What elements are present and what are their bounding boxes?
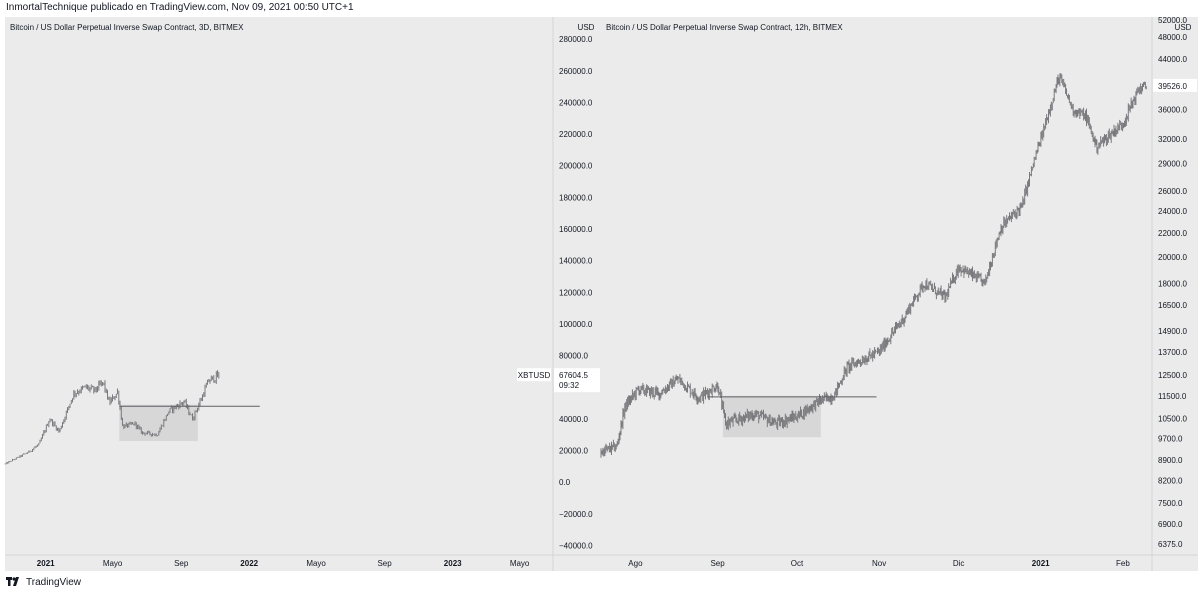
currency-label: USD xyxy=(1175,23,1192,32)
candle-series xyxy=(600,73,1147,458)
y-tick-label: 7500.0 xyxy=(1158,499,1183,508)
y-tick-label: −20000.0 xyxy=(559,510,593,519)
x-tick-label: 2022 xyxy=(240,559,258,568)
y-tick-label: 29000.0 xyxy=(1158,160,1187,169)
last-price-label: 67604.5 xyxy=(559,371,588,380)
last-price-label: 39526.0 xyxy=(1158,82,1187,91)
x-tick-label: Mayo xyxy=(103,559,123,568)
countdown-label: 09:32 xyxy=(559,381,580,390)
y-tick-label: 32000.0 xyxy=(1158,135,1187,144)
y-tick-label: 200000.0 xyxy=(559,162,593,171)
y-tick-label: 13700.0 xyxy=(1158,348,1187,357)
y-tick-label: 26000.0 xyxy=(1158,187,1187,196)
y-tick-label: 180000.0 xyxy=(559,193,593,202)
y-tick-label: 40000.0 xyxy=(559,415,588,424)
y-tick-label: 160000.0 xyxy=(559,225,593,234)
x-tick-label: Sep xyxy=(710,559,725,568)
chart-plot-area[interactable] xyxy=(5,17,553,555)
y-tick-label: 10500.0 xyxy=(1158,415,1187,424)
price-axis[interactable] xyxy=(1152,17,1198,555)
chart-title: Bitcoin / US Dollar Perpetual Inverse Sw… xyxy=(606,23,843,32)
time-axis[interactable] xyxy=(5,555,601,571)
y-tick-label: 11500.0 xyxy=(1158,392,1187,401)
y-tick-label: 220000.0 xyxy=(559,130,593,139)
y-tick-label: 12500.0 xyxy=(1158,371,1187,380)
y-tick-label: 9700.0 xyxy=(1158,435,1183,444)
tradingview-logo-icon xyxy=(6,577,19,586)
y-tick-label: 140000.0 xyxy=(559,257,593,266)
y-tick-label: 20000.0 xyxy=(1158,253,1187,262)
chart-pane-12h[interactable]: Bitcoin / US Dollar Perpetual Inverse Sw… xyxy=(600,16,1198,571)
x-tick-label: Dic xyxy=(953,559,965,568)
time-axis[interactable] xyxy=(601,555,1198,571)
y-tick-label: 52000.0 xyxy=(1158,16,1187,25)
x-tick-label: Oct xyxy=(791,559,804,568)
y-tick-label: 0.0 xyxy=(559,478,571,487)
x-tick-label: Feb xyxy=(1116,559,1130,568)
tradingview-brand: TradingView xyxy=(26,576,82,588)
chart-title: Bitcoin / US Dollar Perpetual Inverse Sw… xyxy=(10,23,244,32)
price-axis[interactable] xyxy=(553,17,601,555)
y-tick-label: 6375.0 xyxy=(1158,540,1183,549)
last-price-box xyxy=(554,368,600,393)
x-tick-label: Mayo xyxy=(306,559,326,568)
y-tick-label: 14900.0 xyxy=(1158,327,1187,336)
y-tick-label: 18000.0 xyxy=(1158,279,1187,288)
chart-pane-3d[interactable]: Bitcoin / US Dollar Perpetual Inverse Sw… xyxy=(4,17,601,571)
y-tick-label: 240000.0 xyxy=(559,98,593,107)
symbol-label: XBTUSD xyxy=(518,371,551,380)
tradingview-footer: TradingView xyxy=(6,574,81,590)
y-tick-label: 20000.0 xyxy=(559,447,588,456)
y-tick-label: 6900.0 xyxy=(1158,520,1183,529)
y-tick-label: 260000.0 xyxy=(559,67,593,76)
y-tick-label: 44000.0 xyxy=(1158,55,1187,64)
y-tick-label: 48000.0 xyxy=(1158,33,1187,42)
publication-header: InmortalTechnique publicado en TradingVi… xyxy=(6,2,354,13)
symbol-box xyxy=(517,368,551,382)
y-tick-label: 8900.0 xyxy=(1158,456,1183,465)
y-tick-label: 280000.0 xyxy=(559,35,593,44)
y-tick-label: 24000.0 xyxy=(1158,207,1187,216)
x-tick-label: Ago xyxy=(628,559,643,568)
y-tick-label: 22000.0 xyxy=(1158,229,1187,238)
x-tick-label: 2021 xyxy=(37,559,55,568)
x-tick-label: 2021 xyxy=(1032,559,1050,568)
x-tick-label: Sep xyxy=(377,559,392,568)
chart-plot-area[interactable] xyxy=(601,17,1152,555)
x-tick-label: Mayo xyxy=(510,559,530,568)
last-price-box xyxy=(1153,78,1197,92)
x-tick-label: 2023 xyxy=(444,559,462,568)
y-tick-label: 8200.0 xyxy=(1158,477,1183,486)
x-tick-label: Sep xyxy=(174,559,189,568)
y-tick-label: 36000.0 xyxy=(1158,105,1187,114)
y-tick-label: 100000.0 xyxy=(559,320,593,329)
y-tick-label: 16500.0 xyxy=(1158,301,1187,310)
y-tick-label: 80000.0 xyxy=(559,352,588,361)
candle-series xyxy=(4,370,220,465)
currency-label: USD xyxy=(578,23,595,32)
y-tick-label: 120000.0 xyxy=(559,288,593,297)
y-tick-label: −40000.0 xyxy=(559,542,593,551)
x-tick-label: Nov xyxy=(872,559,886,568)
